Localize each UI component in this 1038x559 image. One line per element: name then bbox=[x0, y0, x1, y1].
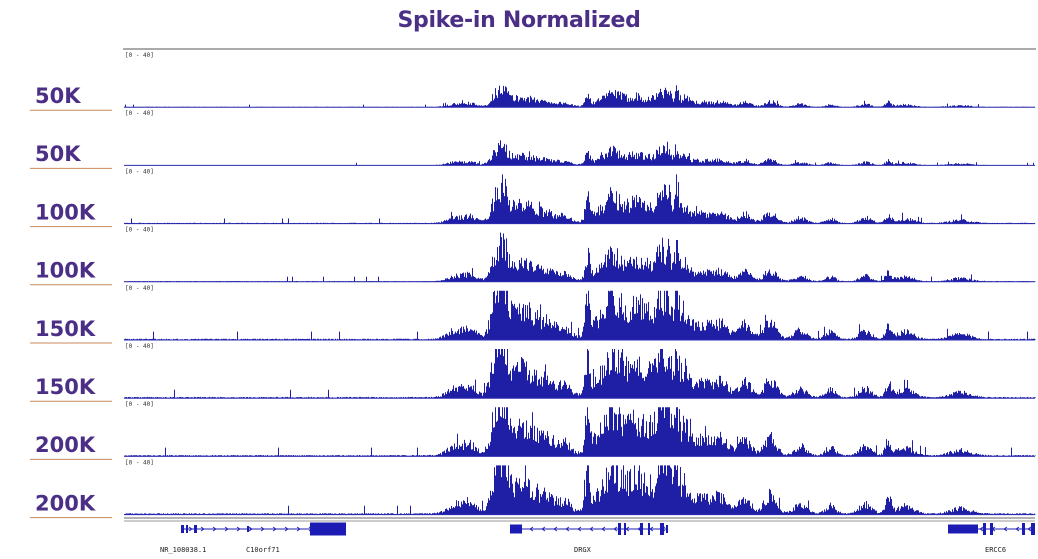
coverage-area bbox=[124, 174, 1036, 224]
data-range-label: [0 - 40] bbox=[125, 227, 154, 234]
data-range-label: [0 - 40] bbox=[125, 168, 154, 175]
signal-track: [0 - 40] 100K bbox=[30, 168, 1036, 228]
exon-block bbox=[666, 525, 668, 533]
track-label: 200K bbox=[35, 433, 96, 457]
data-range-label: [0 - 40] bbox=[125, 110, 154, 117]
exon-block bbox=[983, 523, 986, 535]
signal-track: [0 - 40] 150K bbox=[30, 343, 1036, 402]
strand-arrow bbox=[979, 526, 984, 532]
strand-arrow bbox=[565, 526, 570, 532]
track-label: 100K bbox=[35, 259, 96, 283]
exon-block bbox=[1031, 523, 1035, 535]
coverage-area bbox=[124, 85, 1036, 108]
signal-track: [0 - 40] 50K bbox=[30, 52, 1036, 111]
strand-arrow bbox=[613, 526, 618, 532]
data-range-label: [0 - 40] bbox=[125, 285, 154, 292]
track-label: 150K bbox=[35, 317, 96, 341]
strand-arrow bbox=[529, 526, 534, 532]
strand-arrow bbox=[601, 526, 606, 532]
strand-arrow bbox=[224, 526, 229, 532]
exon-block bbox=[194, 525, 197, 533]
data-range-label: [0 - 40] bbox=[125, 459, 154, 466]
strand-arrow bbox=[200, 526, 205, 532]
coverage-area bbox=[124, 349, 1036, 399]
gene-name-label: ERCC6 bbox=[985, 546, 1006, 554]
strand-arrow bbox=[577, 526, 582, 532]
exon-block bbox=[186, 525, 188, 533]
gene-name-label: DRGX bbox=[574, 546, 592, 554]
exon-block bbox=[990, 523, 993, 535]
data-range-label: [0 - 40] bbox=[125, 343, 154, 350]
exon-block bbox=[640, 523, 643, 535]
strand-arrow bbox=[1027, 526, 1032, 532]
gene-model bbox=[510, 523, 668, 535]
strand-arrow bbox=[236, 526, 241, 532]
exon-block bbox=[181, 525, 184, 533]
exon-block bbox=[310, 522, 346, 536]
strand-arrow bbox=[272, 526, 277, 532]
signal-track: [0 - 40] 50K bbox=[30, 110, 1036, 169]
track-label: 200K bbox=[35, 491, 96, 515]
strand-arrow bbox=[212, 526, 217, 532]
strand-arrow bbox=[284, 526, 289, 532]
exon-block bbox=[618, 523, 621, 535]
exon-block bbox=[648, 523, 650, 535]
coverage-area bbox=[124, 465, 1036, 515]
exon-block bbox=[624, 523, 626, 535]
strand-arrow bbox=[296, 526, 301, 532]
exon-block bbox=[948, 524, 978, 534]
strand-arrow bbox=[589, 526, 594, 532]
exon-block bbox=[660, 523, 664, 535]
data-range-label: [0 - 40] bbox=[125, 401, 154, 408]
gene-model bbox=[181, 522, 346, 536]
gene-annotation-track: NR_108038.1 C10orf71 DRGX ERCC6 bbox=[124, 517, 1035, 554]
coverage-area bbox=[124, 290, 1036, 340]
strand-arrow bbox=[1003, 526, 1008, 532]
signal-track: [0 - 40] 200K bbox=[30, 459, 1036, 519]
data-range-label: [0 - 40] bbox=[125, 52, 154, 59]
track-label: 50K bbox=[35, 142, 81, 166]
coverage-area bbox=[124, 140, 1036, 166]
track-label: 100K bbox=[35, 200, 96, 224]
strand-arrow bbox=[553, 526, 558, 532]
signal-track: [0 - 40] 100K bbox=[30, 227, 1036, 286]
coverage-area bbox=[124, 407, 1036, 457]
strand-arrow bbox=[1015, 526, 1020, 532]
exon-block bbox=[340, 524, 346, 534]
gene-model bbox=[948, 523, 1035, 535]
gene-name-label: NR_108038.1 bbox=[160, 546, 206, 554]
signal-track: [0 - 40] 150K bbox=[30, 285, 1036, 344]
strand-arrow bbox=[260, 526, 265, 532]
signal-track: [0 - 40] 200K bbox=[30, 401, 1036, 460]
gene-name-label: C10orf71 bbox=[246, 546, 280, 554]
track-label: 150K bbox=[35, 375, 96, 399]
track-label: 50K bbox=[35, 84, 81, 108]
exon-block bbox=[1022, 523, 1025, 535]
exon-block bbox=[510, 524, 522, 534]
chart-title: Spike-in Normalized bbox=[397, 8, 641, 33]
coverage-area bbox=[124, 232, 1036, 282]
strand-arrow bbox=[248, 526, 253, 532]
exon-block bbox=[247, 526, 249, 532]
strand-arrow bbox=[188, 526, 193, 532]
strand-arrow bbox=[541, 526, 546, 532]
